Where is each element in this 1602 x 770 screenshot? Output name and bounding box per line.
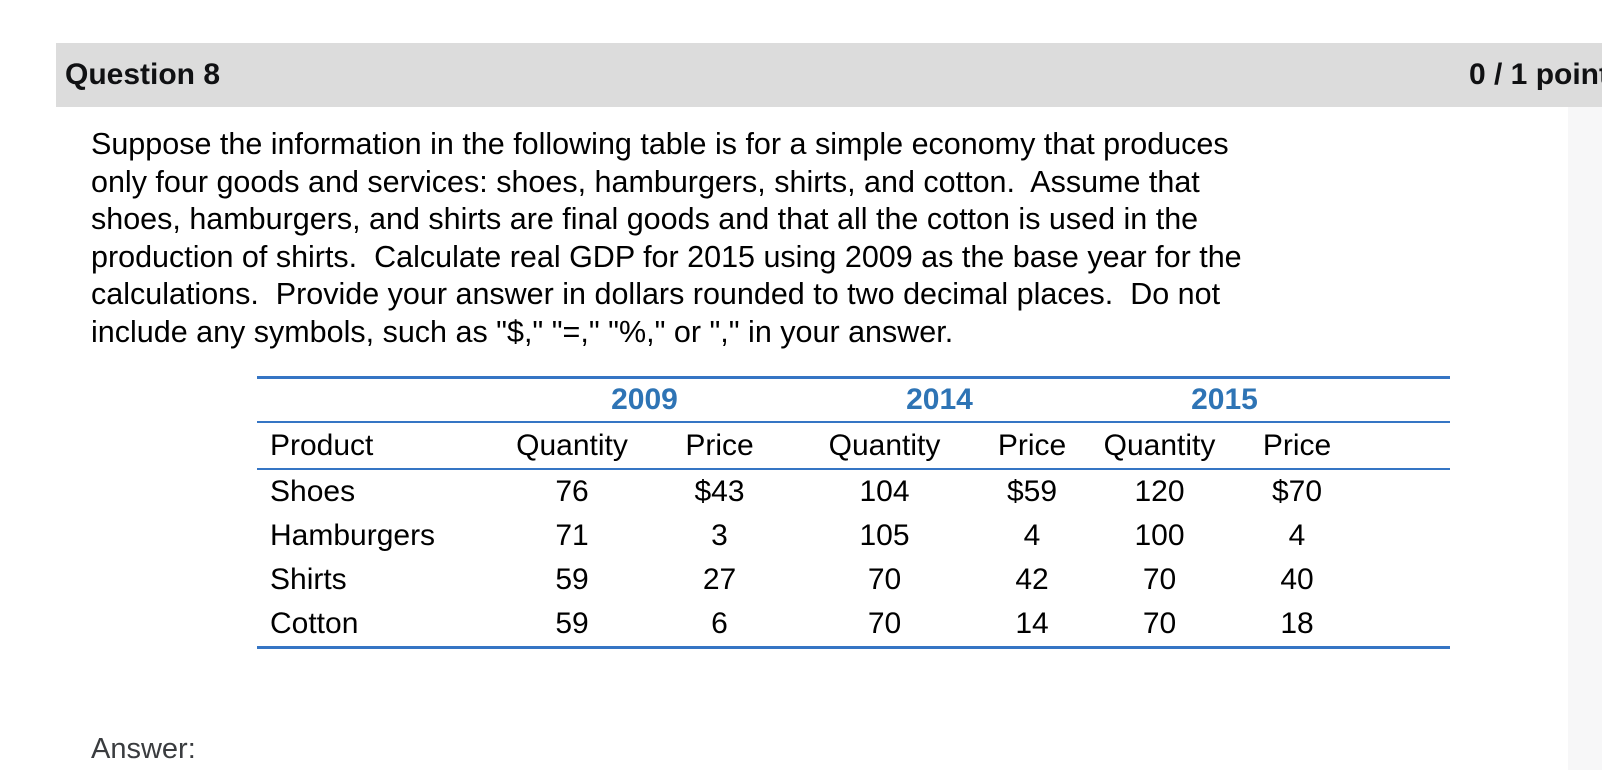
cell-value: 105 [859,519,910,552]
table-row-shirts: Shirts 59 27 70 42 70 40 [257,558,1450,602]
cell-value: 71 [555,519,589,552]
cell-value: $70 [1271,475,1323,508]
year-header-2014: 2014 [792,377,1087,423]
question-line: production of shirts. Calculate real GDP… [91,239,1242,274]
cell-value: 104 [859,475,910,508]
column-header-product: Product [257,422,497,470]
column-header-price-2015: Price [1232,422,1362,470]
cell-value: 14 [1015,607,1049,640]
cell-value: 70 [867,607,902,640]
row-spacer-cell [1362,602,1450,648]
year-header-2015: 2015 [1087,377,1362,423]
column-header-quantity-2015: Quantity [1087,422,1232,470]
table-row-cotton: Cotton 59 6 70 14 70 18 [257,602,1450,648]
cell-value: 70 [1142,607,1177,640]
economy-data-table: 2009 2014 2015 Product Quantity Price Qu… [257,376,1450,649]
column-header-price-2009: Price [647,422,792,470]
cell-value: 3 [711,519,728,552]
row-spacer-cell [1362,514,1450,558]
table-column-header-row: Product Quantity Price Quantity Price Qu… [257,422,1450,470]
cell-value: 6 [711,607,728,640]
question-line: calculations. Provide your answer in dol… [91,277,1221,312]
question-line: shoes, hamburgers, and shirts are final … [91,202,1199,237]
cell-value: 18 [1280,607,1314,640]
cell-value: $43 [694,475,745,508]
table-year-row: 2009 2014 2015 [257,377,1450,423]
cell-value: 100 [1134,519,1185,552]
cell-value: 59 [555,607,589,640]
column-header-price-2014: Price [977,422,1087,470]
question-line: Suppose the information in the following… [91,127,1229,161]
column-header-quantity-2009: Quantity [497,422,647,470]
product-name: Cotton [270,607,359,640]
question-line: only four goods and services: shoes, ham… [91,164,1200,199]
cell-value: 59 [555,563,589,596]
year-header-2009: 2009 [497,377,792,423]
row-spacer-cell [1362,558,1450,602]
cell-value: 42 [1015,563,1049,596]
column-header-quantity-2014: Quantity [792,422,977,470]
year-row-spacer-cell [1362,377,1450,423]
table-row-shoes: Shoes 76 $43 104 $59 120 $70 [257,469,1450,514]
question-score: 0 / 1 point [1468,58,1602,91]
cell-value: 70 [867,563,902,596]
product-name: Shirts [270,563,347,596]
table-row-hamburgers: Hamburgers 71 3 105 4 100 4 [257,514,1450,558]
answer-label: Answer: [91,733,196,765]
cell-value: 27 [702,563,737,596]
question-text: Suppose the information in the following… [91,126,1242,352]
cell-value: 76 [555,475,589,508]
question-line: include any symbols, such as "$," "=," "… [91,314,954,349]
content-edge-strip [1568,107,1602,770]
row-spacer-cell [1362,469,1450,514]
year-row-empty-cell [257,377,497,423]
cell-value: 120 [1134,475,1185,508]
cell-value: 4 [1288,519,1306,552]
cell-value: 40 [1280,563,1314,596]
cell-value: $59 [1006,475,1058,508]
cell-value: 70 [1142,563,1177,596]
cell-value: 4 [1023,519,1041,552]
product-name: Hamburgers [270,519,436,552]
product-name: Shoes [270,475,356,508]
question-title: Question 8 [65,58,221,91]
question-header-bar: Question 8 0 / 1 point [56,43,1602,107]
header-row-spacer-cell [1362,422,1450,470]
